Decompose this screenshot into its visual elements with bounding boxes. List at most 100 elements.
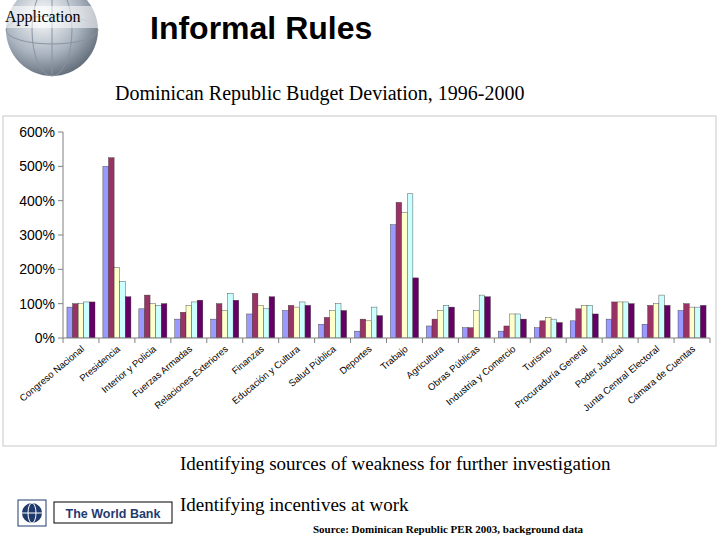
x-tick — [386, 338, 387, 343]
y-tick-label: 600% — [19, 124, 55, 140]
label-backdrop — [0, 6, 104, 28]
x-tick-label: Educación y Cultura — [230, 343, 303, 407]
bar — [216, 304, 222, 338]
bar — [299, 302, 305, 338]
x-tick — [458, 338, 459, 343]
x-tick — [494, 338, 495, 343]
slide-title: Informal Rules — [150, 10, 372, 46]
bar — [432, 319, 438, 338]
x-tick — [98, 338, 99, 343]
bullet-text: Identifying incentives at work — [180, 494, 409, 515]
bar — [623, 302, 629, 338]
bar — [648, 305, 654, 338]
logo-globe — [22, 503, 42, 523]
section-label: Application — [5, 8, 81, 26]
bar — [413, 278, 419, 338]
x-tick-label: Trabajo — [378, 343, 409, 372]
bar — [283, 311, 289, 338]
x-tick — [710, 338, 711, 343]
bar — [426, 326, 432, 338]
bar — [114, 268, 120, 338]
x-tick-label: Turismo — [520, 343, 553, 373]
y-tick-label: 200% — [19, 261, 55, 277]
bar — [474, 311, 480, 338]
bar — [581, 305, 587, 338]
bar — [175, 319, 181, 338]
bar — [78, 304, 84, 338]
source-note: Source: Dominican Republic PER 2003, bac… — [313, 523, 584, 535]
bar — [515, 314, 521, 338]
bar — [67, 307, 73, 338]
bar — [521, 319, 527, 338]
x-tick-label: Relaciones Exteriores — [152, 343, 230, 411]
bar — [612, 302, 618, 338]
bar — [396, 202, 402, 338]
bar — [438, 311, 444, 338]
bar — [211, 319, 217, 338]
bar — [664, 305, 670, 338]
bar — [263, 309, 269, 338]
bar — [186, 305, 192, 338]
x-tick-label: Industria y Comercio — [444, 343, 518, 407]
bar — [335, 304, 341, 338]
bar — [642, 324, 648, 338]
globe-icon — [0, 0, 104, 76]
x-tick — [63, 338, 64, 343]
bar — [120, 281, 126, 338]
bar — [659, 295, 665, 338]
bar — [485, 297, 491, 338]
x-tick — [278, 338, 279, 343]
y-tick-label: 0% — [35, 330, 55, 346]
bar — [534, 328, 540, 338]
bar — [540, 321, 546, 338]
x-tick-label: Cámara de Cuentas — [625, 343, 697, 406]
x-tick — [566, 338, 567, 343]
x-tick — [206, 338, 207, 343]
logo-box — [54, 502, 172, 523]
bar — [288, 305, 294, 338]
bar — [402, 213, 408, 338]
bar — [390, 225, 396, 338]
bar — [449, 307, 455, 338]
bar — [377, 316, 383, 338]
y-tick — [58, 166, 63, 167]
slide: ApplicationInformal RulesDominican Repub… — [0, 0, 720, 540]
chart-area — [3, 116, 716, 446]
bar — [678, 311, 684, 338]
bullet-text: Identifying sources of weakness for furt… — [180, 453, 611, 474]
bar — [125, 297, 131, 338]
bar — [617, 302, 623, 338]
bar — [629, 304, 635, 338]
bar — [180, 312, 186, 338]
bar — [258, 305, 264, 338]
bar — [233, 300, 239, 338]
x-tick — [602, 338, 603, 343]
x-tick-label: Congreso Nacional — [17, 343, 86, 403]
x-tick — [530, 338, 531, 343]
x-tick — [242, 338, 243, 343]
bar — [700, 305, 706, 338]
y-tick — [58, 200, 63, 201]
bar — [695, 307, 701, 338]
x-tick — [314, 338, 315, 343]
bar — [606, 319, 612, 338]
bar — [252, 293, 258, 338]
bar — [545, 317, 551, 338]
bar — [576, 309, 582, 338]
y-tick — [58, 338, 63, 339]
bar — [222, 311, 228, 338]
world-bank-logo — [18, 500, 172, 526]
bar — [156, 305, 162, 338]
bar — [570, 321, 576, 338]
bar — [689, 307, 695, 338]
bar — [587, 305, 593, 338]
bar — [305, 305, 311, 338]
logo-equator — [22, 513, 42, 514]
y-tick — [58, 269, 63, 270]
bar — [510, 314, 516, 338]
bar — [150, 304, 156, 338]
x-tick — [134, 338, 135, 343]
bar — [653, 304, 659, 338]
x-tick — [674, 338, 675, 343]
bar — [684, 304, 690, 338]
